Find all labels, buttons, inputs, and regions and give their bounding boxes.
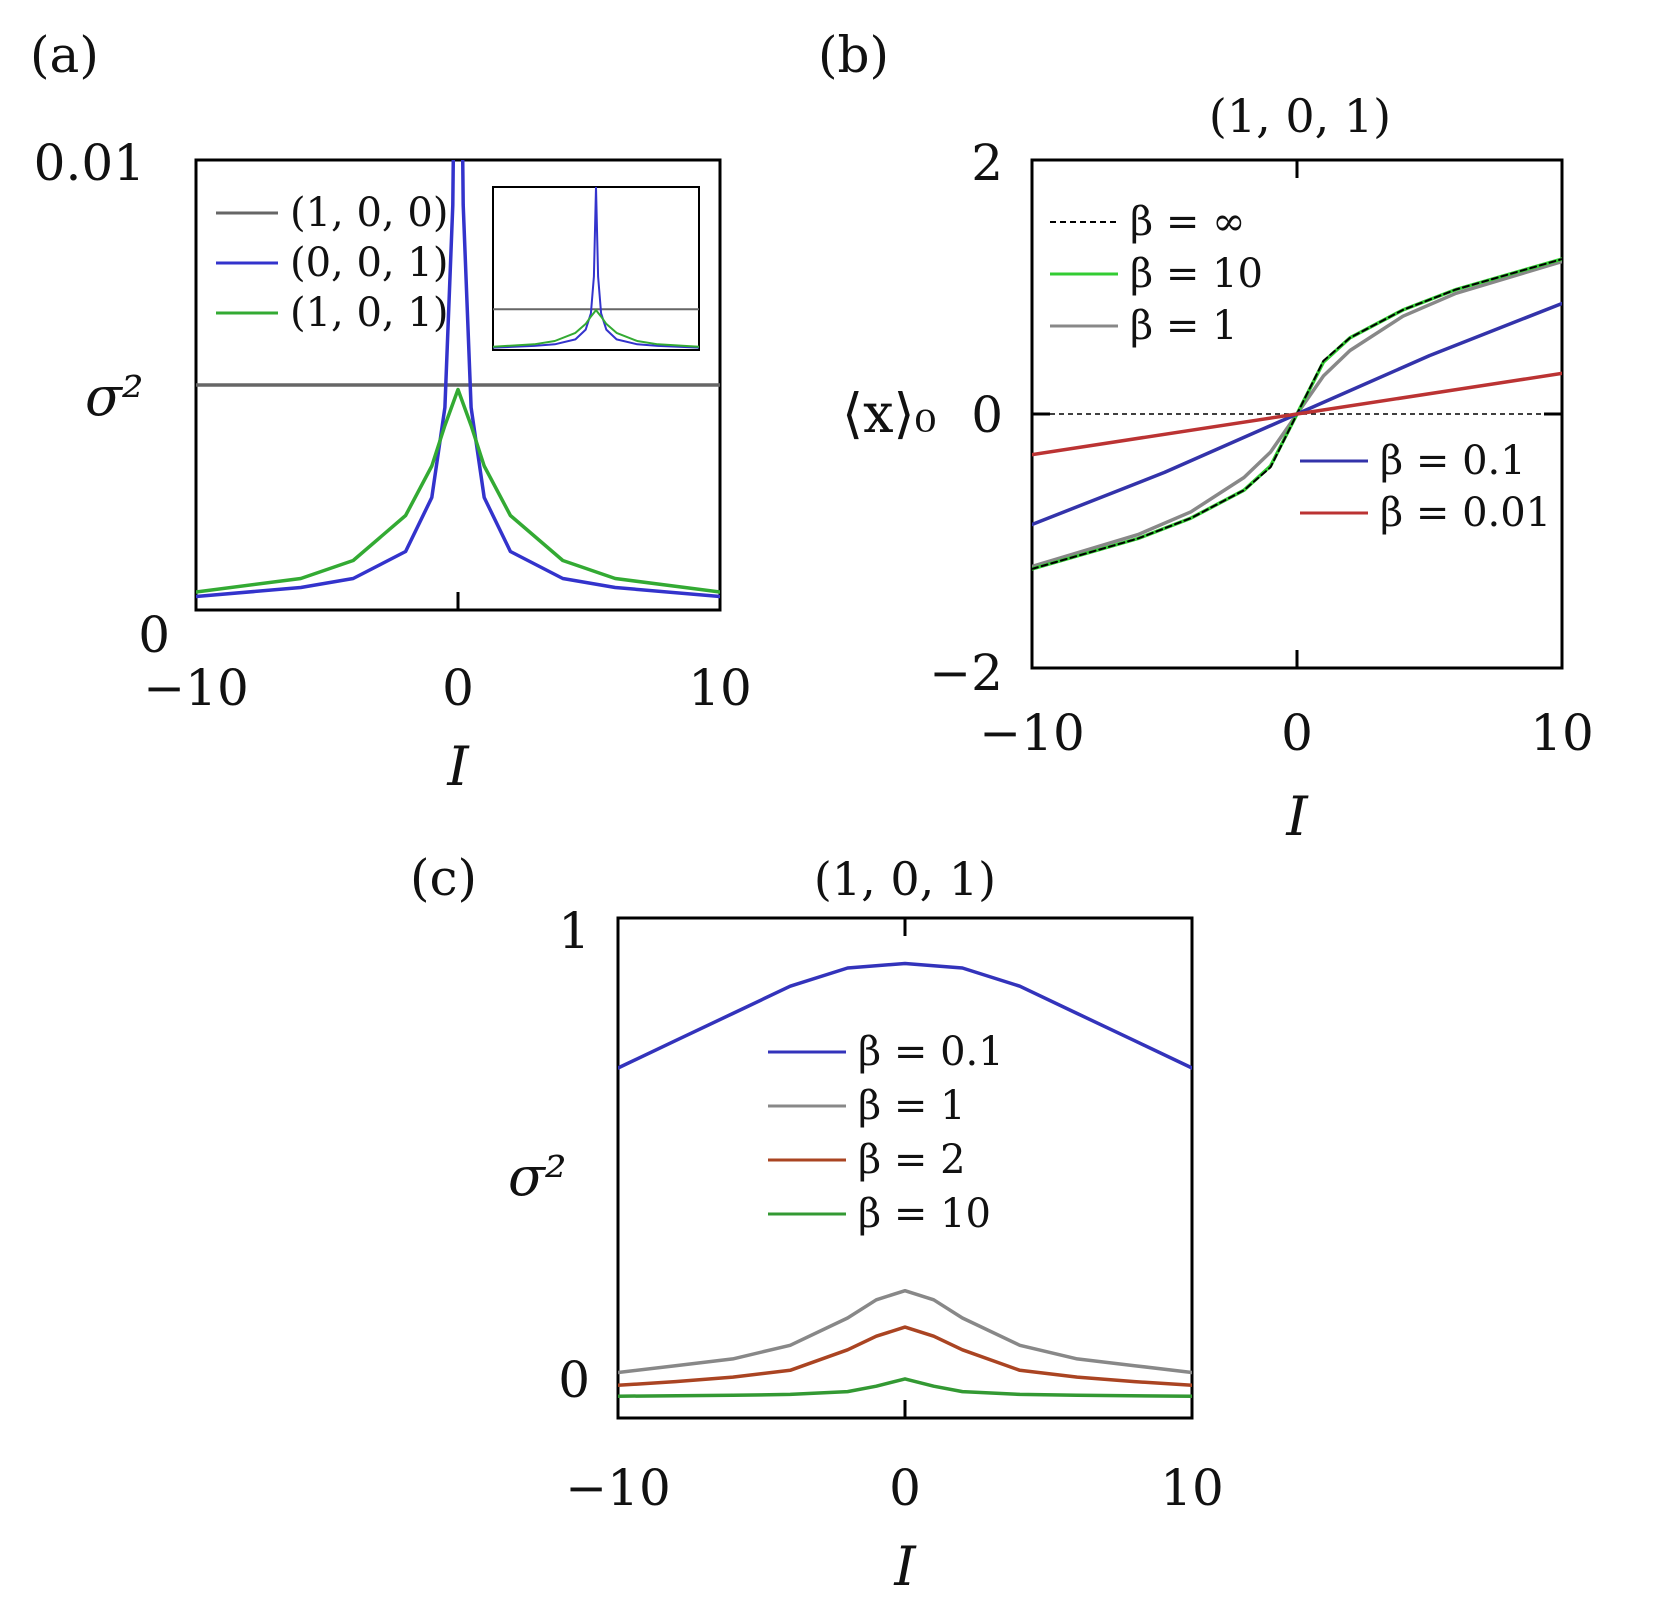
inset-plot-a [493, 187, 699, 349]
c-series-0-1-line [618, 961, 1192, 1070]
a-legend-label-1-0-1: (1, 0, 1) [290, 290, 448, 336]
b-legend-label-10: β = 10 [1130, 251, 1263, 297]
panel-label-c: (c) [410, 849, 477, 907]
x-tick-a-left: −10 [143, 659, 249, 717]
y-axis-label-c: σ² [508, 1145, 567, 1208]
x-tick-c-left: −10 [565, 1459, 671, 1517]
a-inset-series-0-0-1-line [493, 187, 699, 349]
y-tick-a-bottom: 0 [138, 606, 170, 664]
c-legend-label-1: β = 1 [858, 1083, 966, 1129]
c-legend-label-2: β = 2 [858, 1137, 966, 1183]
a-inset-series-1-0-1-line [493, 309, 699, 348]
y-tick-b-mid: 0 [971, 386, 1003, 444]
c-legend-label-0-1: β = 0.1 [858, 1029, 1004, 1075]
c-series-10-line [618, 1377, 1192, 1398]
plot-area-b [1032, 257, 1562, 571]
panel-b: 2 0 −2 −10 0 10 ⟨x⟩₀ I β = ∞β = 10β = 1β… [842, 134, 1594, 848]
b-legend-label-: β = ∞ [1130, 199, 1245, 245]
y-tick-c-top: 1 [558, 902, 590, 960]
x-tick-a-right: 10 [688, 659, 752, 717]
panel-label-a: (a) [30, 26, 99, 84]
y-axis-label-a: σ² [85, 365, 144, 428]
plot-area-a [196, 160, 720, 599]
title-c: (1, 0, 1) [814, 852, 996, 906]
x-axis-label-c: I [893, 1535, 917, 1598]
c-series-1-line [618, 1288, 1192, 1375]
legend-c: β = 0.1 β = 1 β = 2 β = 10 [768, 1029, 1004, 1237]
y-tick-a-top: 0.01 [34, 134, 145, 192]
b-legend-label-0-1: β = 0.1 [1380, 438, 1526, 484]
b-legend-label-1: β = 1 [1130, 303, 1238, 349]
a-series-0-0-1-line [196, 160, 720, 599]
a-legend-label-1-0-0: (1, 0, 0) [290, 190, 448, 236]
x-tick-c-right: 10 [1160, 1459, 1224, 1517]
c-legend-label-10: β = 10 [858, 1191, 991, 1237]
x-axis-label-a: I [446, 735, 470, 798]
panel-a: 0.01 0 −10 0 10 σ² I (1, 0, 0)(0, 0, 1)(… [34, 134, 752, 798]
y-tick-c-bottom: 0 [558, 1351, 590, 1409]
x-tick-b-mid: 0 [1281, 704, 1313, 762]
c-series-2-line [618, 1325, 1192, 1388]
a-legend-label-0-0-1: (0, 0, 1) [290, 240, 448, 286]
a-series-1-0-1-line [196, 387, 720, 594]
panel-c: 1 0 −10 0 10 σ² I β = 0.1 β = 1 β = 2 β = 1… [508, 902, 1224, 1598]
legend-b: β = ∞ β = 10 β = 1 β = 0.1 β = 0.01 [1050, 199, 1551, 536]
x-tick-c-mid: 0 [889, 1459, 921, 1517]
b-series-0-01-line [1032, 371, 1562, 457]
x-tick-b-right: 10 [1530, 704, 1594, 762]
x-tick-b-left: −10 [979, 704, 1085, 762]
y-axis-label-b: ⟨x⟩₀ [842, 382, 936, 445]
x-tick-a-mid: 0 [442, 659, 474, 717]
legend-a: (1, 0, 0)(0, 0, 1)(1, 0, 1) [216, 190, 448, 336]
y-tick-b-bottom: −2 [929, 644, 1003, 702]
title-b: (1, 0, 1) [1209, 89, 1391, 143]
b-legend-label-0-01: β = 0.01 [1380, 490, 1551, 536]
y-tick-b-top: 2 [971, 134, 1003, 192]
panel-label-b: (b) [818, 26, 889, 84]
x-axis-label-b: I [1285, 785, 1309, 848]
plot-area-c [618, 961, 1192, 1398]
